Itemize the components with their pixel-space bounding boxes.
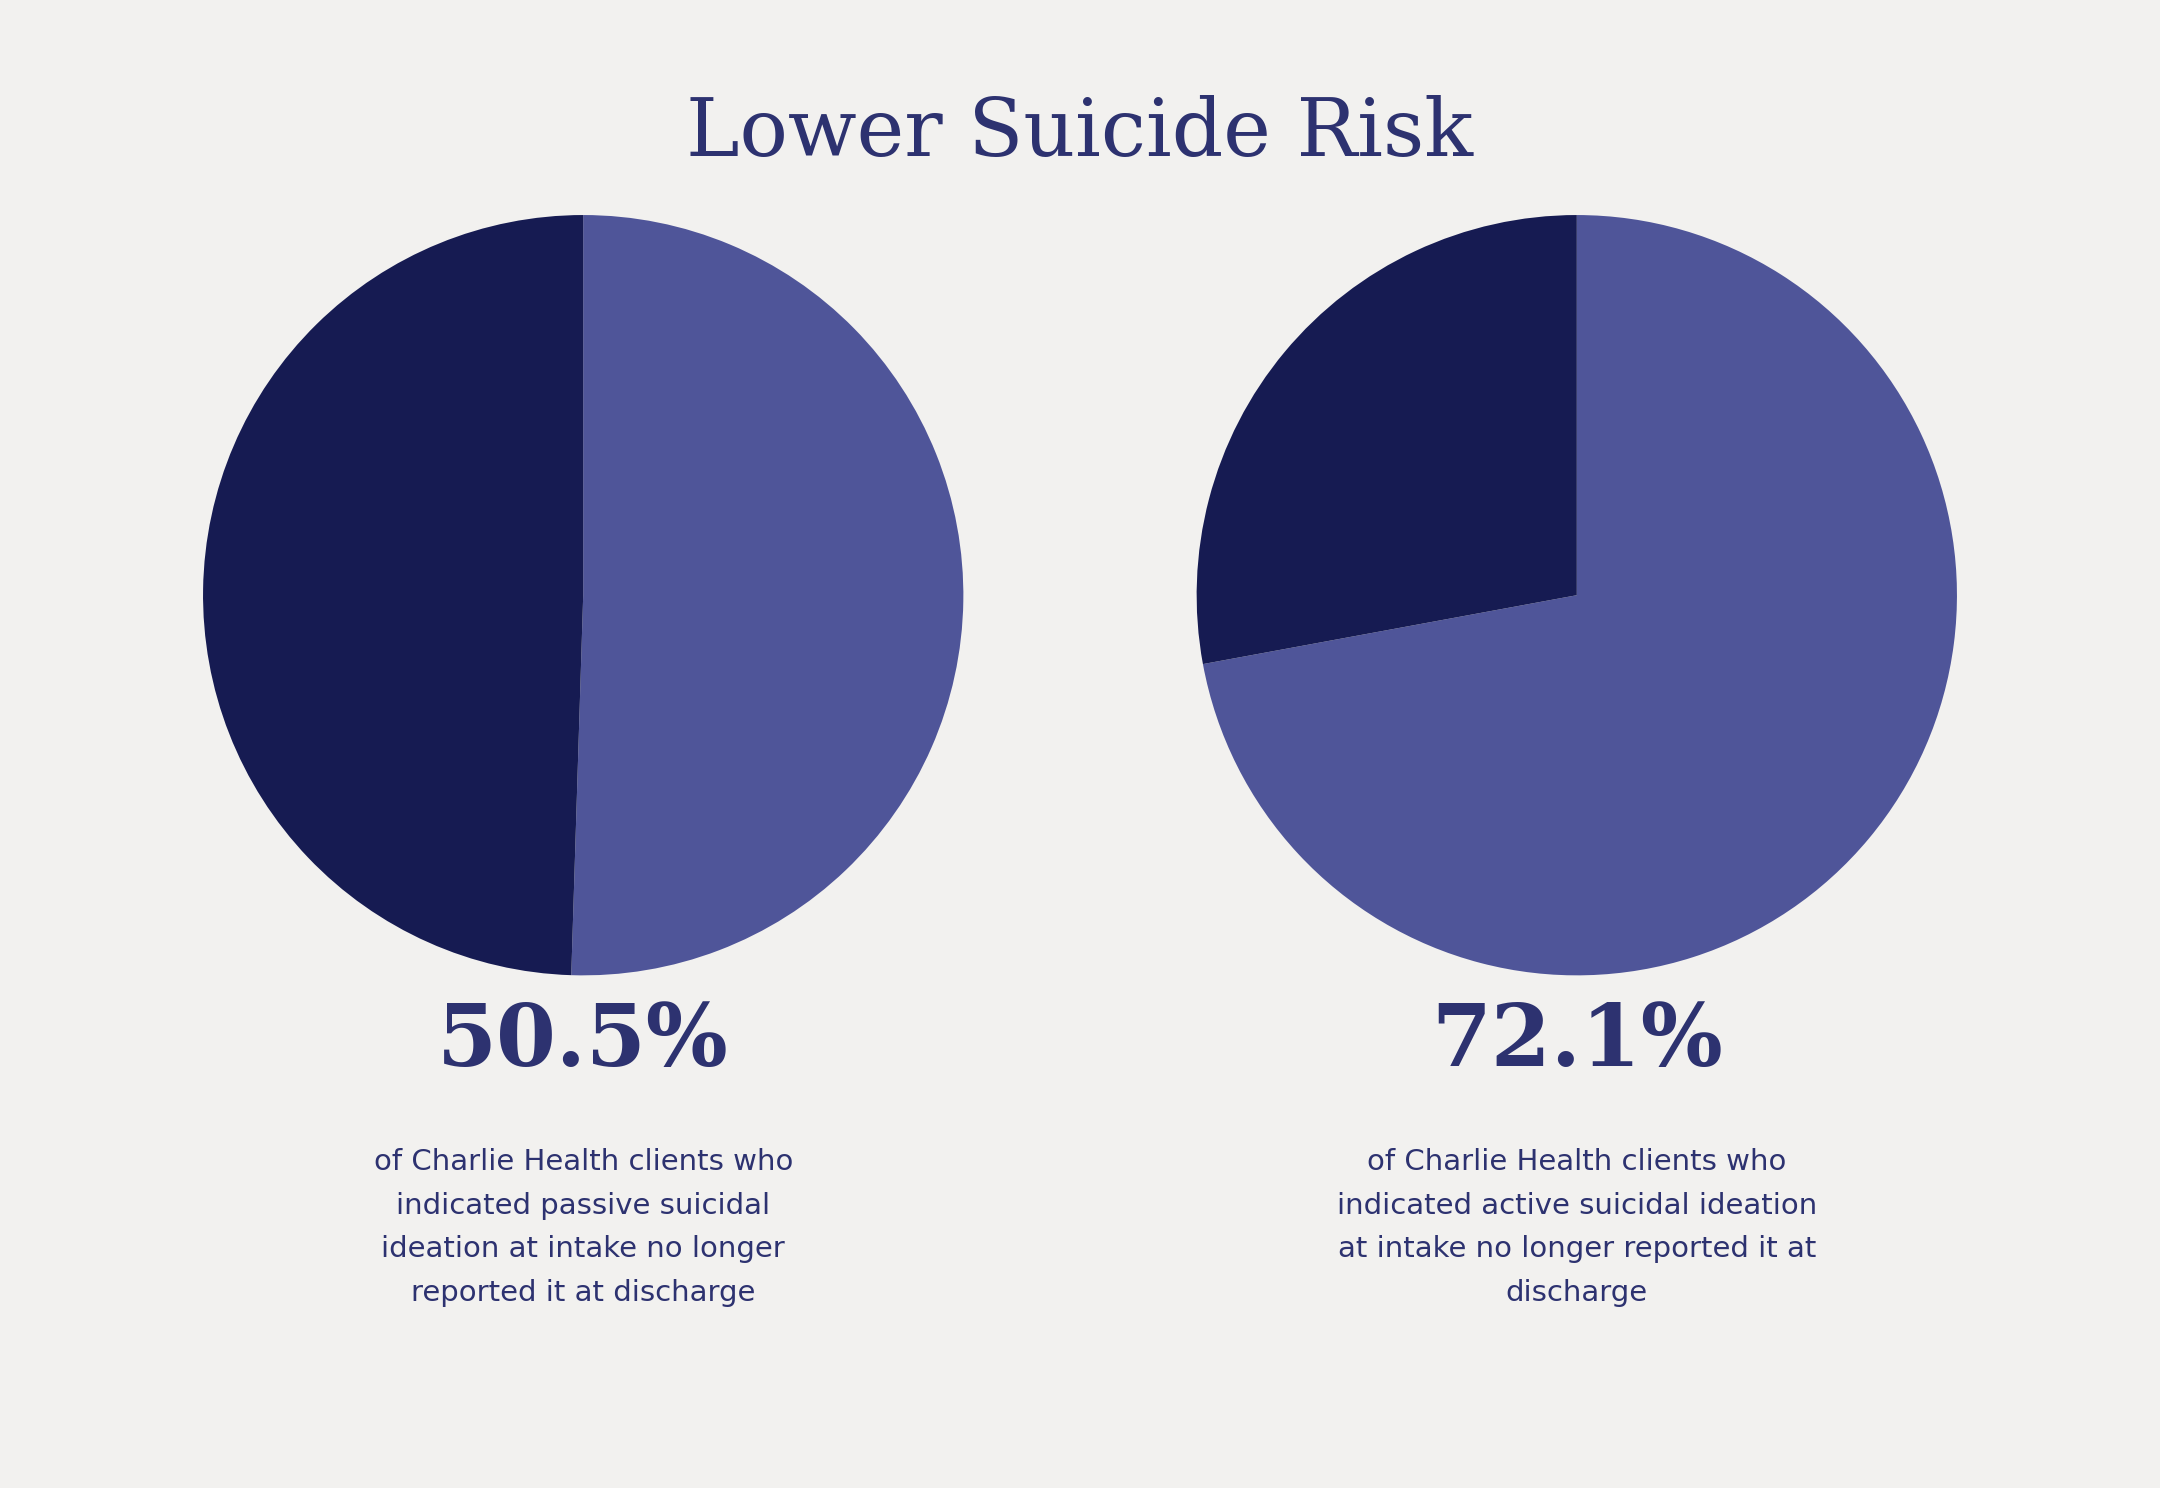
- Wedge shape: [203, 216, 583, 975]
- Text: of Charlie Health clients who
indicated active suicidal ideation
at intake no lo: of Charlie Health clients who indicated …: [1337, 1149, 1817, 1306]
- Wedge shape: [1197, 216, 1577, 664]
- Text: Lower Suicide Risk: Lower Suicide Risk: [687, 95, 1473, 173]
- Wedge shape: [1203, 216, 1957, 975]
- Text: of Charlie Health clients who
indicated passive suicidal
ideation at intake no l: of Charlie Health clients who indicated …: [374, 1149, 793, 1306]
- Wedge shape: [570, 216, 963, 975]
- Text: 50.5%: 50.5%: [436, 1000, 730, 1083]
- Text: 72.1%: 72.1%: [1430, 1000, 1724, 1083]
